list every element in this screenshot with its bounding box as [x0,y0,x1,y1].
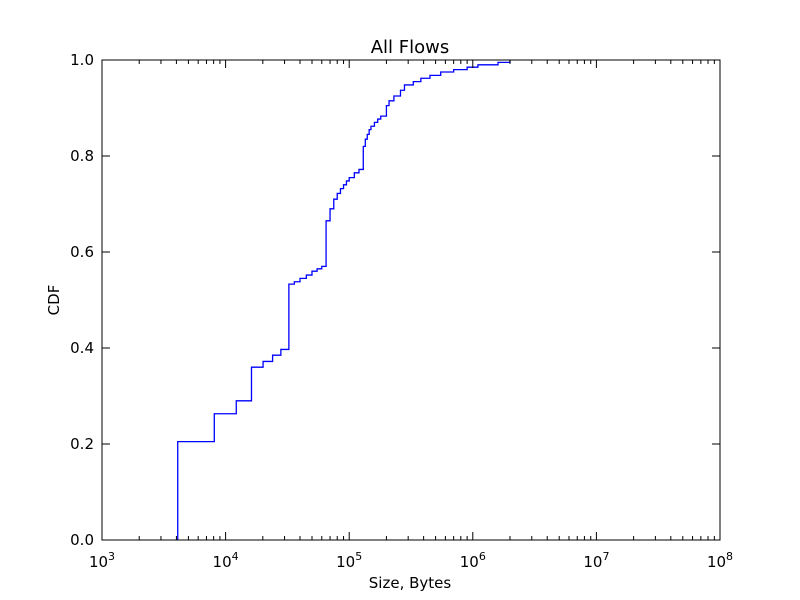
x-tick-label-base: 10 [460,553,479,571]
y-tick-label: 0.6 [70,243,94,261]
x-tick-label-exponent: 6 [479,550,486,563]
x-tick-label-exponent: 5 [355,550,362,563]
y-axis-label: CDF [45,285,63,316]
x-tick-label: 108 [707,550,733,571]
x-tick-label: 104 [213,550,239,571]
chart-title: All Flows [371,37,450,58]
x-tick-label-exponent: 3 [108,550,115,563]
x-tick-label-exponent: 4 [232,550,239,563]
y-tick-label: 0.0 [70,531,94,549]
x-tick-label-base: 10 [707,553,726,571]
x-tick-label-exponent: 8 [726,550,733,563]
y-tick-label: 0.4 [70,339,94,357]
x-tick-label: 107 [583,550,609,571]
x-tick-label: 103 [89,550,115,571]
y-tick-label: 1.0 [70,51,94,69]
cdf-series-line-0 [177,60,511,540]
x-tick-label-exponent: 7 [602,550,609,563]
x-tick-label-base: 10 [213,553,232,571]
y-tick-label: 0.2 [70,435,94,453]
x-tick-label-base: 10 [583,553,602,571]
y-tick-label: 0.8 [70,147,94,165]
x-tick-label-base: 10 [336,553,355,571]
x-tick-label: 105 [336,550,362,571]
x-axis-label: Size, Bytes [369,574,452,592]
plot-series-group [177,60,511,540]
x-tick-label: 106 [460,550,486,571]
x-tick-label-base: 10 [89,553,108,571]
plot-frame [101,59,721,541]
